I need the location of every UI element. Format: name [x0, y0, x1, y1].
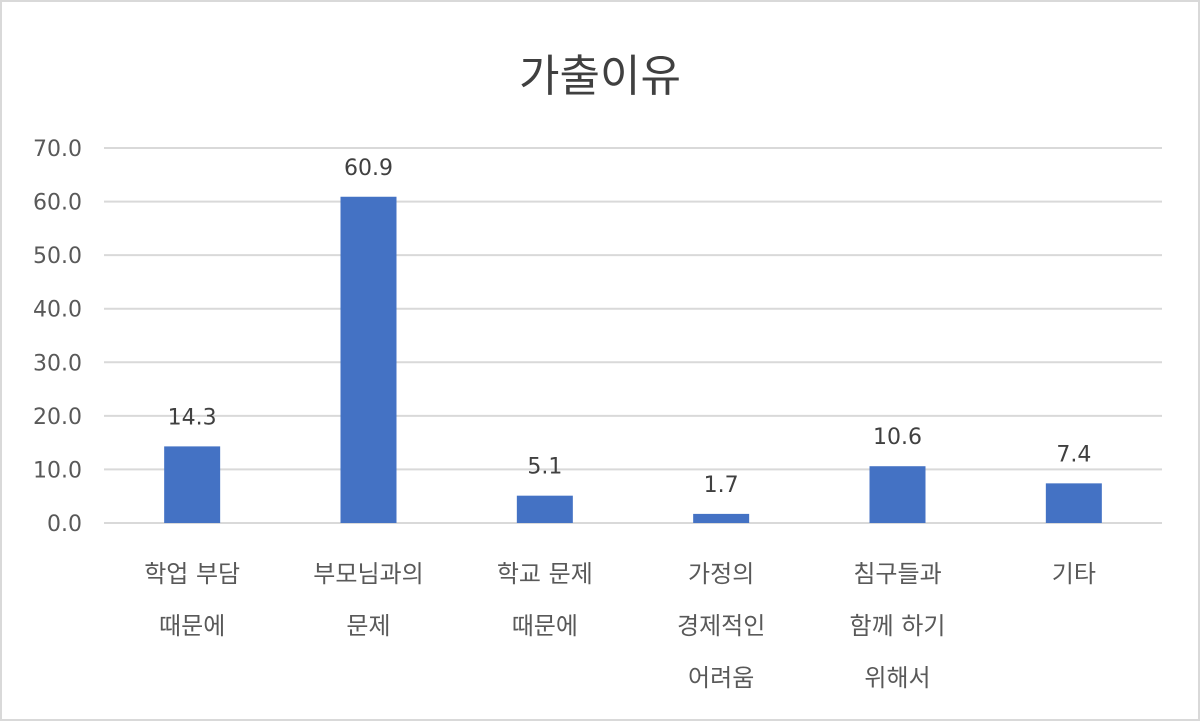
- x-category-label: 침구들과: [853, 560, 941, 588]
- x-category-label: 함께 하기: [850, 612, 946, 640]
- bar: [1045, 483, 1102, 523]
- y-tick-label: 30.0: [33, 351, 82, 376]
- y-tick-label: 60.0: [33, 191, 82, 216]
- x-category-label: 기타: [1052, 560, 1096, 588]
- y-tick-label: 50.0: [33, 244, 82, 269]
- data-label: 7.4: [1056, 442, 1091, 467]
- x-category-label: 경제적인: [677, 612, 765, 640]
- x-category-label: 문제: [346, 612, 390, 640]
- x-category-label: 어려움: [688, 664, 754, 692]
- x-category-label: 때문에: [512, 612, 578, 640]
- data-label: 60.9: [344, 156, 393, 181]
- y-tick-label: 40.0: [33, 298, 82, 323]
- bar: [516, 495, 573, 523]
- y-tick-label: 0.0: [47, 512, 82, 537]
- chart-title: 가출이유: [519, 51, 681, 102]
- x-category-label: 학업 부담: [144, 560, 240, 588]
- x-category-label: 가정의: [688, 560, 754, 588]
- data-label: 1.7: [704, 473, 739, 498]
- y-tick-label: 20.0: [33, 405, 82, 430]
- y-tick-label: 10.0: [33, 458, 82, 483]
- data-label: 14.3: [168, 405, 217, 430]
- bar: [340, 196, 397, 523]
- bar: [164, 446, 221, 523]
- bar: [693, 513, 750, 523]
- x-category-label: 부모님과의: [313, 560, 423, 588]
- x-category-label: 위해서: [864, 664, 930, 692]
- x-category-label: 학교 문제: [497, 560, 593, 588]
- data-label: 10.6: [873, 425, 922, 450]
- data-label: 5.1: [527, 455, 562, 480]
- bar: [869, 466, 926, 523]
- x-category-label: 때문에: [159, 612, 225, 640]
- y-tick-label: 70.0: [33, 137, 82, 162]
